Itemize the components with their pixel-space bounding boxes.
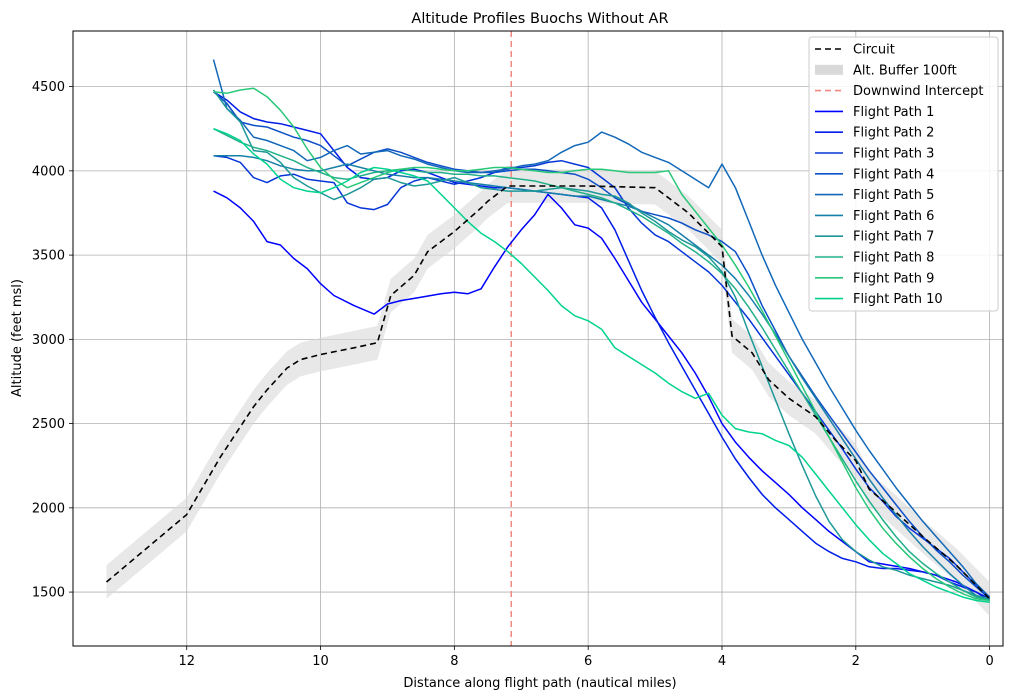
y-tick-label: 3500: [32, 249, 65, 264]
legend-item-flight-path-3: Flight Path 3: [815, 147, 934, 162]
flight-path-8-line: [213, 128, 990, 602]
legend-label: Flight Path 3: [853, 147, 934, 162]
x-tick-label: 4: [718, 654, 726, 669]
x-tick-label: 2: [852, 654, 860, 669]
circuit-line: [105, 185, 991, 600]
flight-path-4-line: [213, 91, 991, 600]
x-tick-label: 10: [312, 654, 329, 669]
legend-item-buffer: Alt. Buffer 100ft: [815, 63, 957, 78]
legend-label: Alt. Buffer 100ft: [853, 63, 957, 78]
legend-item-flight-path-5: Flight Path 5: [815, 188, 934, 203]
legend-box: [808, 36, 999, 312]
legend-item-flight-path-6: Flight Path 6: [815, 209, 934, 224]
legend-item-flight-path-9: Flight Path 9: [815, 271, 934, 286]
y-tick-label: 4500: [32, 80, 65, 95]
legend-item-flight-path-7: Flight Path 7: [815, 230, 934, 245]
legend: Circuit Alt. Buffer 100ft Downwind Interce…: [808, 36, 999, 312]
legend-label: Circuit: [853, 43, 895, 58]
flight-path-10-line: [213, 127, 990, 603]
legend-label: Flight Path 10: [853, 292, 943, 307]
legend-label: Flight Path 6: [853, 209, 934, 224]
x-tick-label: 6: [584, 654, 592, 669]
legend-label: Flight Path 9: [853, 271, 934, 286]
y-tick-label: 4000: [32, 164, 65, 179]
x-tick-label: 8: [450, 654, 458, 669]
flight-path-9-line: [213, 87, 990, 602]
flight-path-6-line: [213, 154, 990, 602]
y-axis-label: Altitude (feet msl): [10, 279, 25, 397]
legend-item-flight-path-4: Flight Path 4: [815, 167, 934, 182]
y-tick-label: 3000: [32, 333, 65, 348]
x-tick-label: 12: [178, 654, 195, 669]
x-tick-label: 0: [985, 654, 993, 669]
legend-item-flight-path-1: Flight Path 1: [815, 105, 934, 120]
y-tick-label: 1500: [32, 586, 65, 601]
x-axis-label: Distance along flight path (nautical mil…: [403, 676, 676, 691]
legend-item-flight-path-8: Flight Path 8: [815, 251, 934, 266]
plot-area: [105, 31, 991, 646]
flight-path-1-line: [213, 190, 990, 602]
legend-label: Flight Path 4: [853, 167, 934, 182]
legend-item-intercept: Downwind Intercept: [815, 84, 983, 99]
legend-swatch: [815, 64, 843, 75]
legend-label: Flight Path 8: [853, 251, 934, 266]
flight-path-7-line: [212, 89, 990, 600]
axis-ticks: 12 10 8 6 4 2 0 1500 2000 2500 3000 3500 4000 4500: [32, 80, 994, 669]
axes-frame: [72, 30, 1004, 647]
y-tick-label: 2000: [32, 501, 65, 516]
legend-item-flight-path-10: Flight Path 10: [815, 292, 943, 307]
legend-label: Flight Path 5: [853, 188, 934, 203]
y-tick-label: 2500: [32, 417, 65, 432]
legend-label: Flight Path 2: [853, 126, 934, 141]
legend-label: Flight Path 7: [853, 230, 934, 245]
flight-path-5-line: [212, 59, 991, 598]
legend-label: Downwind Intercept: [853, 84, 983, 99]
legend-item-flight-path-2: Flight Path 2: [815, 126, 934, 141]
chart-title: Altitude Profiles Buochs Without AR: [411, 11, 668, 27]
legend-item-circuit: Circuit: [815, 43, 895, 58]
legend-label: Flight Path 1: [853, 105, 934, 120]
